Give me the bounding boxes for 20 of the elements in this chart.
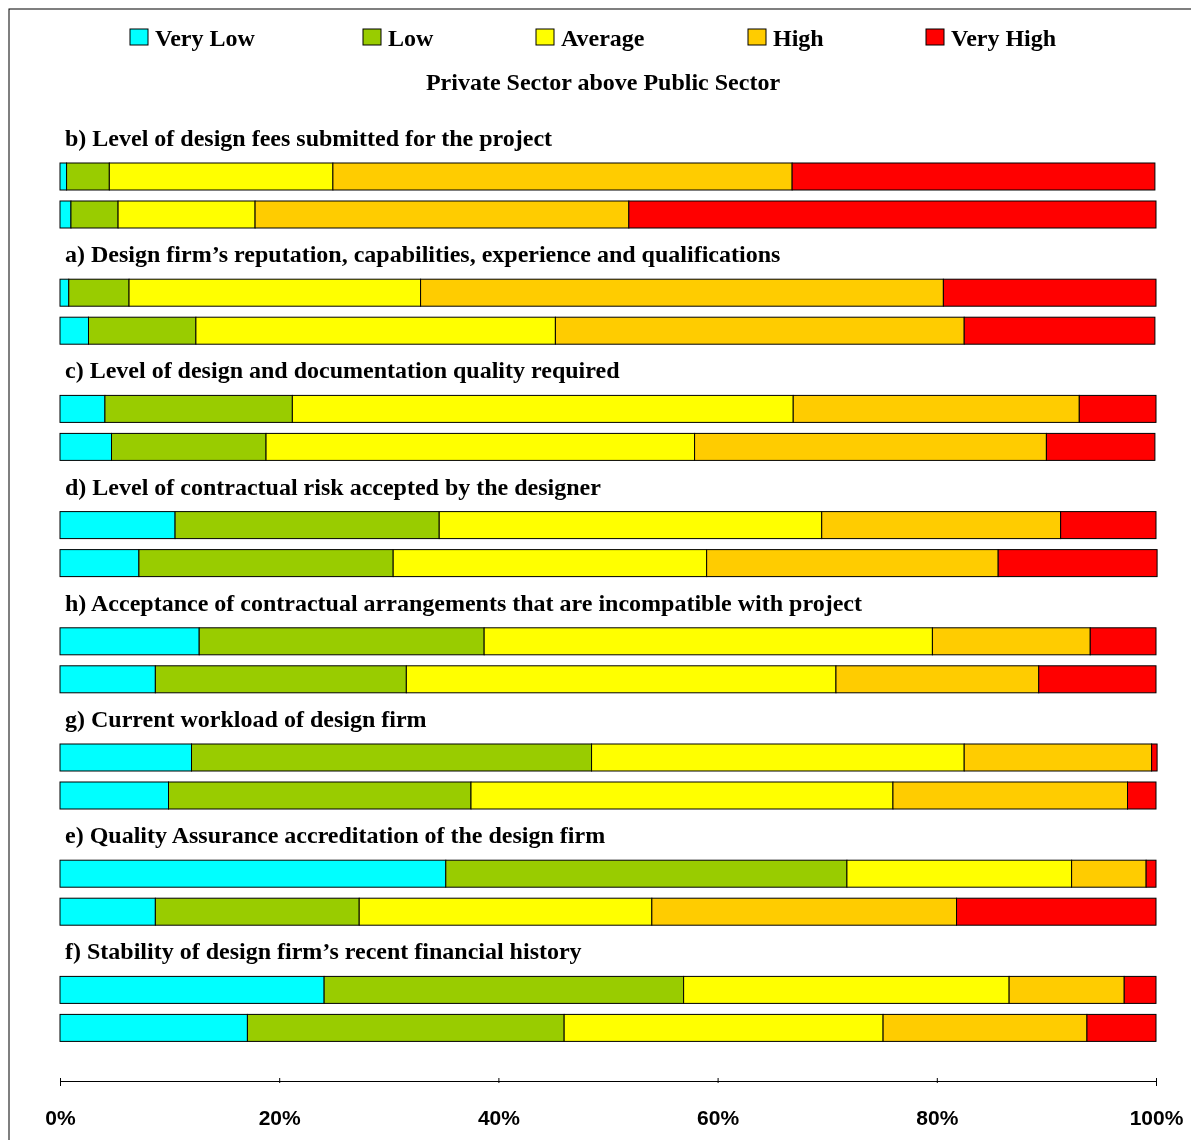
y-tick-label: b) Level of design fees submitted for the project	[65, 125, 553, 151]
x-tick-label: 0%	[45, 1105, 76, 1129]
x-tick-label: 100%	[1129, 1105, 1184, 1129]
y-tick-label: a) Design firm’s reputation, capabilities, experience and qualifications	[65, 241, 781, 268]
x-tick-label: 40%	[477, 1105, 521, 1129]
x-tick-label: 60%	[697, 1105, 740, 1129]
legend-label: High	[773, 25, 824, 51]
chart-subtitle: Private Sector above Public Sector	[425, 69, 781, 95]
y-tick-label: g) Current workload of design firm	[65, 706, 427, 732]
x-tick-label: 20%	[258, 1105, 302, 1129]
y-tick-label: f) Stability of design firm’s recent financial history	[65, 938, 582, 965]
legend-label: Very High	[951, 25, 1057, 51]
legend-label: Low	[388, 25, 435, 51]
y-tick-label: d) Level of contractual risk accepted by the designer	[65, 473, 602, 500]
y-tick-label: e) Quality Assurance accreditation of the design firm	[65, 822, 606, 849]
x-tick-label: 80%	[916, 1105, 959, 1129]
legend-label: Average	[561, 25, 645, 51]
y-tick-label: h) Acceptance of contractual arrangements that are incompatible with project	[65, 589, 862, 616]
legend-label: Very Low	[155, 25, 256, 51]
y-tick-label: c) Level of design and documentation quality required	[65, 357, 621, 384]
